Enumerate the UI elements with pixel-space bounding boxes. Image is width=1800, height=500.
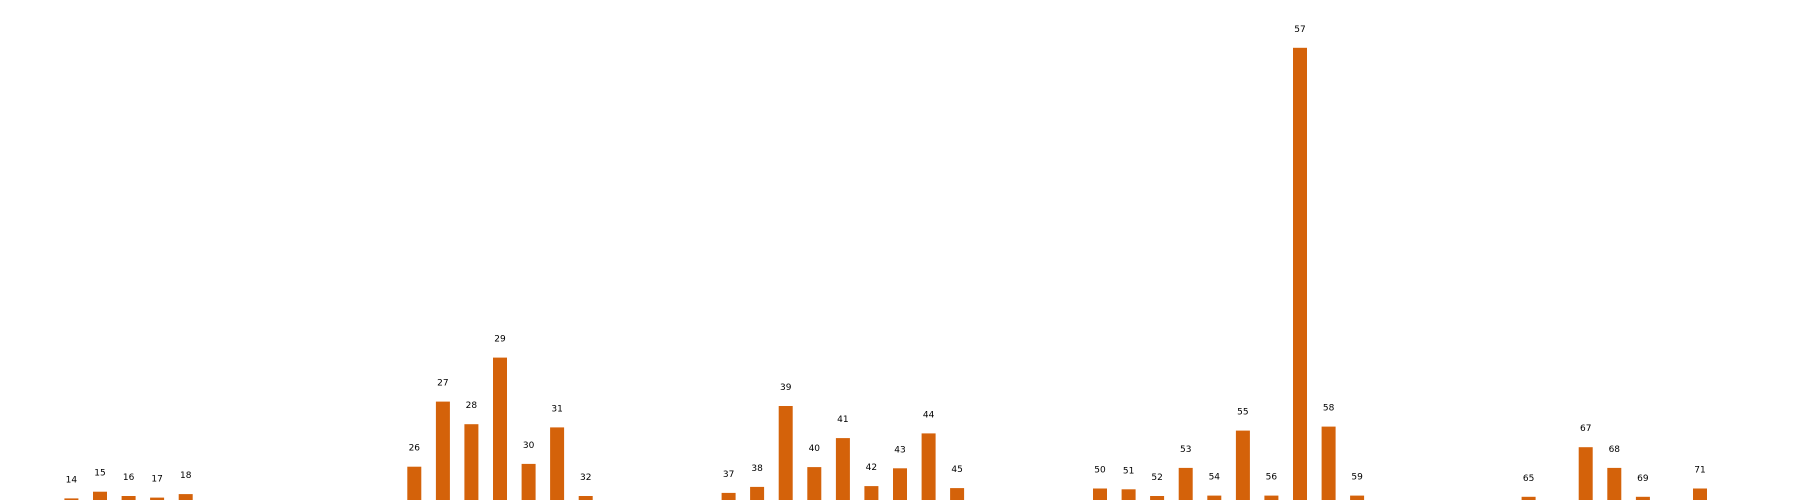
- bar-65: [1521, 496, 1536, 500]
- bar-label-42: 42: [866, 463, 877, 473]
- bar-54: [1207, 495, 1222, 500]
- bar-30: [521, 463, 536, 500]
- bar-label-51: 51: [1123, 466, 1134, 476]
- bar-label-55: 55: [1237, 408, 1248, 418]
- bar-label-69: 69: [1637, 474, 1649, 484]
- bar-label-28: 28: [466, 401, 478, 411]
- bar-68: [1607, 467, 1622, 500]
- bar-29: [493, 357, 507, 500]
- bar-57: [1293, 47, 1307, 500]
- bar-45: [950, 488, 965, 500]
- bar-label-26: 26: [409, 444, 421, 454]
- bar-41: [835, 438, 850, 500]
- bar-label-57: 57: [1294, 25, 1305, 35]
- bar-18: [178, 494, 193, 500]
- bar-32: [578, 496, 593, 500]
- bar-label-68: 68: [1609, 445, 1621, 455]
- bar-16: [121, 496, 136, 500]
- bar-label-37: 37: [723, 470, 734, 480]
- bar-label-18: 18: [180, 471, 192, 481]
- bar-52: [1150, 496, 1165, 500]
- bar-label-15: 15: [94, 469, 105, 479]
- bars-group: [64, 47, 1707, 500]
- bar-43: [893, 468, 907, 500]
- bar-15: [93, 491, 107, 500]
- bar-28: [464, 424, 479, 500]
- bar-label-45: 45: [951, 465, 962, 475]
- bar-37: [721, 492, 736, 500]
- bar-label-29: 29: [494, 335, 506, 345]
- bar-58: [1321, 426, 1336, 500]
- bar-67: [1578, 447, 1593, 500]
- bar-55: [1235, 430, 1250, 500]
- bar-labels-group: 14 15 16 17 18 26 27 28 29 30 31 32 37 38 39 40 41 42 43 44…: [66, 25, 1706, 486]
- bar-label-56: 56: [1266, 473, 1278, 483]
- bar-label-27: 27: [437, 379, 448, 389]
- bar-label-41: 41: [837, 415, 848, 425]
- bar-label-40: 40: [809, 444, 821, 454]
- bar-53: [1178, 467, 1193, 500]
- bar-label-65: 65: [1523, 474, 1534, 484]
- bar-label-16: 16: [123, 473, 135, 483]
- bar-71: [1693, 488, 1707, 500]
- bar-label-44: 44: [923, 410, 935, 420]
- bar-51: [1121, 489, 1136, 500]
- bar-label-39: 39: [780, 383, 792, 393]
- bar-label-17: 17: [151, 475, 162, 485]
- bar-label-52: 52: [1151, 473, 1162, 483]
- bar-50: [1093, 488, 1107, 500]
- bar-59: [1350, 495, 1365, 500]
- bar-label-71: 71: [1694, 466, 1705, 476]
- bar-31: [550, 427, 565, 500]
- bar-label-32: 32: [580, 473, 591, 483]
- bar-56: [1264, 495, 1279, 500]
- bar-label-43: 43: [894, 445, 905, 455]
- bar-14: [64, 498, 79, 500]
- bar-label-38: 38: [751, 464, 763, 474]
- bar-38: [750, 486, 765, 500]
- bar-label-59: 59: [1351, 473, 1363, 483]
- bar-44: [921, 433, 936, 500]
- bar-label-30: 30: [523, 441, 535, 451]
- bar-40: [807, 467, 822, 500]
- bar-69: [1635, 496, 1650, 500]
- bar-17: [150, 497, 165, 500]
- bar-label-50: 50: [1094, 466, 1106, 476]
- bar-label-58: 58: [1323, 404, 1335, 414]
- bar-42: [864, 486, 879, 500]
- bar-26: [407, 466, 422, 500]
- bar-label-31: 31: [551, 404, 562, 414]
- bar-39: [778, 406, 793, 500]
- bar-label-53: 53: [1180, 445, 1191, 455]
- bar-label-14: 14: [66, 475, 78, 485]
- bar-label-67: 67: [1580, 424, 1591, 434]
- bar-label-54: 54: [1209, 473, 1221, 483]
- bar-27: [435, 401, 450, 500]
